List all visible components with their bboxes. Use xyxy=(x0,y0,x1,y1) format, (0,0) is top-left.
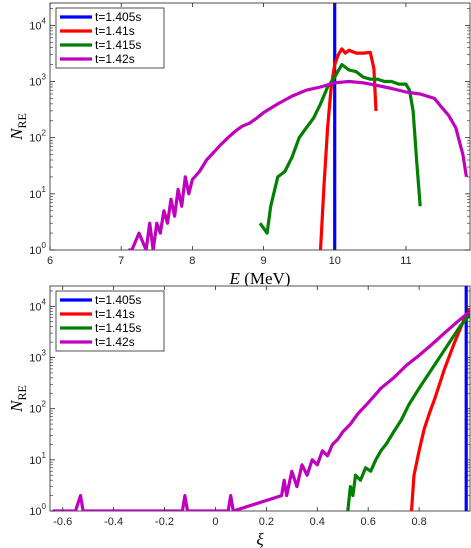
x-tick-label: 10 xyxy=(329,255,341,267)
x-tick-label: 0.4 xyxy=(310,516,325,528)
y-tick-label: 100 xyxy=(29,502,46,518)
y-tick-label: 103 xyxy=(29,349,46,365)
y-tick-label: 101 xyxy=(29,451,46,467)
x-axis-label: E (MeV) xyxy=(229,269,291,288)
series-line-1 xyxy=(318,47,378,250)
series-group xyxy=(52,286,470,511)
x-tick-label: 0 xyxy=(212,516,218,528)
x-tick-label: 9 xyxy=(260,255,266,267)
y-tick-label: 102 xyxy=(29,129,46,145)
series-line-3 xyxy=(52,310,470,511)
plot-top: 6 7 8 9 10 11 100 101 102 103 104 E (MeV) NRE t=1.405… xyxy=(7,2,471,288)
legend-label: t=1.415s xyxy=(95,38,141,52)
legend-label: t=1.415s xyxy=(95,321,141,335)
series-line-2 xyxy=(258,62,422,235)
series-line-2 xyxy=(346,313,470,511)
y-tick-label: 101 xyxy=(29,185,46,201)
x-tick-label: 0.8 xyxy=(411,516,426,528)
y-tick-label: 102 xyxy=(29,400,46,416)
legend-label: t=1.41s xyxy=(95,307,135,321)
legend-label: t=1.405s xyxy=(95,10,141,24)
plot-bottom: -0.6 -0.4 -0.2 0 0.2 0.4 0.6 0.8 100 101 102 103 104… xyxy=(7,285,471,548)
x-tick-label: 6 xyxy=(47,255,53,267)
y-axis-label: NRE xyxy=(7,385,29,413)
y-tick-label: 104 xyxy=(29,297,46,313)
y-tick-label: 104 xyxy=(29,16,46,32)
x-tick-label: -0.2 xyxy=(155,516,174,528)
legend-label: t=1.42s xyxy=(95,52,135,66)
x-tick-label: -0.4 xyxy=(104,516,123,528)
y-axis-label: NRE xyxy=(7,113,29,141)
legend-label: t=1.41s xyxy=(95,24,135,38)
x-tick-label: 11 xyxy=(400,255,411,267)
x-tick-label: 0.6 xyxy=(361,516,376,528)
legend-label: t=1.42s xyxy=(95,335,135,349)
series-line-1 xyxy=(409,307,470,511)
x-tick-label: -0.6 xyxy=(53,516,72,528)
x-tick-label: 0.2 xyxy=(259,516,274,528)
y-tick-label: 103 xyxy=(29,73,46,89)
y-tick-label: 100 xyxy=(29,241,46,257)
x-axis-label: ξ xyxy=(256,530,264,548)
x-tick-label: 8 xyxy=(189,255,195,267)
legend-label: t=1.405s xyxy=(95,293,141,307)
x-tick-label: 7 xyxy=(118,255,124,267)
series-group xyxy=(128,3,468,250)
series-line-3 xyxy=(128,79,468,250)
